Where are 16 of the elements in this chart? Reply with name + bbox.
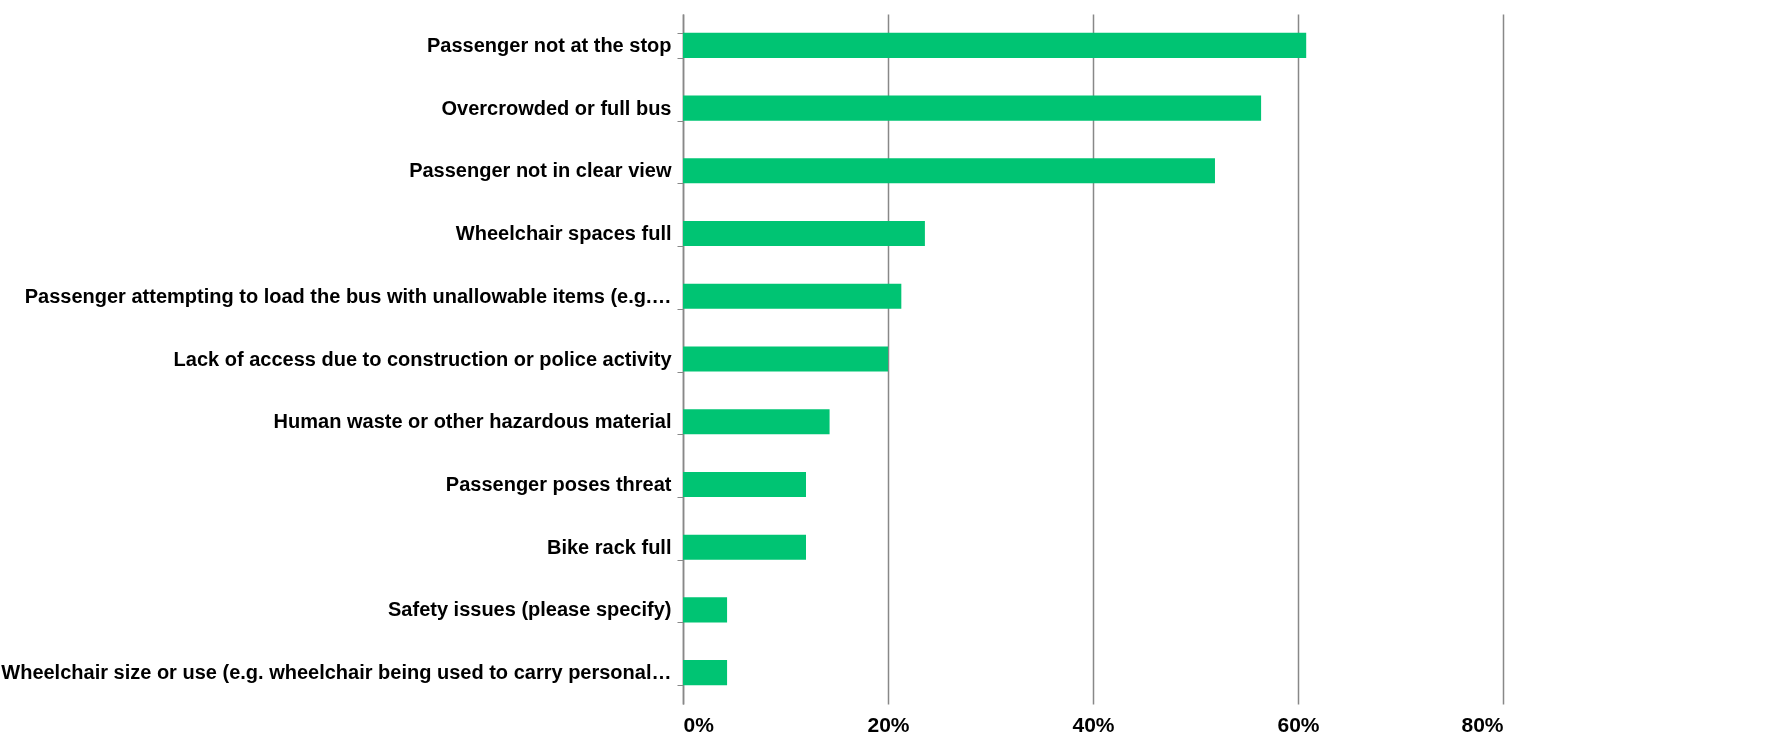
x-tick-label: 40% bbox=[1072, 712, 1115, 736]
y-tick-label: Bike rack full bbox=[546, 535, 672, 558]
y-tick-label: Wheelchair spaces full bbox=[455, 222, 672, 245]
y-tick-label: Passenger not in clear view bbox=[409, 159, 672, 182]
x-tick-label: 80% bbox=[1461, 712, 1504, 736]
x-tick-label: 20% bbox=[867, 712, 910, 736]
y-tick-label: Wheelchair size or use (e.g. wheelchair being used to carry personal… bbox=[1, 661, 672, 684]
x-tick-label: 60% bbox=[1277, 712, 1320, 736]
y-tick-label: Passenger poses threat bbox=[445, 472, 672, 495]
y-tick-label: Passenger attempting to load the bus with unallowable items (e.g.… bbox=[24, 284, 672, 307]
y-tick-label: Human waste or other hazardous material bbox=[273, 410, 672, 433]
y-tick-label: Overcrowded or full bus bbox=[441, 96, 672, 119]
y-tick-label: Lack of access due to construction or police activity bbox=[173, 347, 673, 370]
x-tick-label: 0% bbox=[683, 712, 715, 736]
y-tick-label: Safety issues (please specify) bbox=[388, 598, 672, 621]
y-tick-label: Passenger not at the stop bbox=[427, 33, 672, 56]
